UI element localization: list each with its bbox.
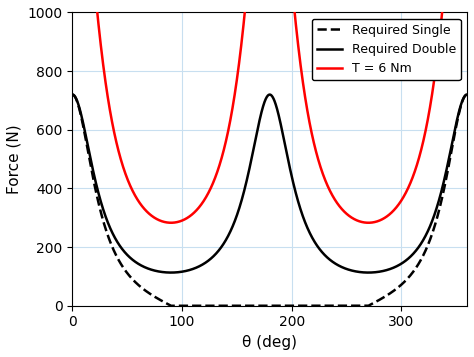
Required Double [168, 270, 174, 275]
Required Single [168, 304, 174, 308]
Required Single [464, 92, 470, 97]
Required Double [251, 145, 257, 149]
Required Single [381, 296, 386, 300]
Required Single [251, 304, 257, 308]
Y-axis label: Force (N): Force (N) [7, 124, 22, 194]
Required Single [262, 304, 267, 308]
X-axis label: θ (deg): θ (deg) [242, 335, 297, 350]
Required Single [70, 92, 75, 97]
Required Double [453, 123, 459, 127]
Legend: Required Single, Required Double, T = 6 Nm: Required Single, Required Double, T = 6 … [311, 19, 461, 80]
T = 6 Nm [381, 217, 386, 221]
Required Double [453, 124, 458, 129]
Required Double [262, 100, 267, 104]
Line: Required Double: Required Double [73, 95, 467, 272]
Required Double [381, 269, 386, 273]
Line: Required Single: Required Single [73, 95, 467, 306]
Required Single [90, 173, 95, 177]
Line: T = 6 Nm: T = 6 Nm [73, 0, 467, 223]
T = 6 Nm [168, 221, 174, 225]
Required Double [70, 92, 75, 97]
Required Single [453, 126, 459, 130]
Required Double [90, 166, 95, 170]
Required Double [464, 92, 470, 97]
Required Single [453, 127, 458, 131]
